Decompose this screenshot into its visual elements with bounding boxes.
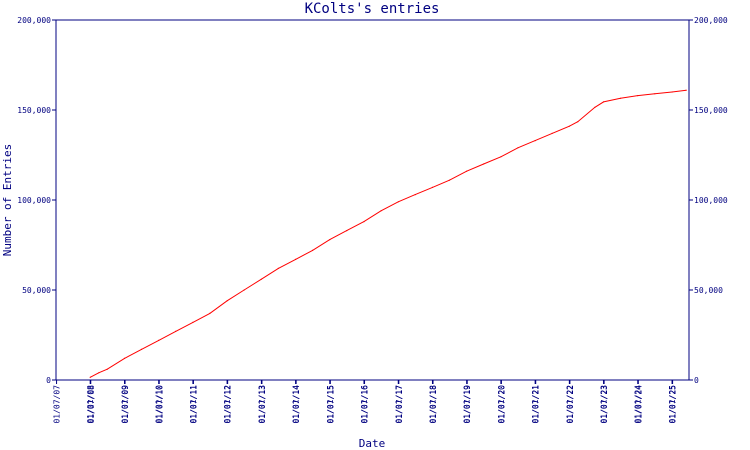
- data-point: [602, 101, 605, 103]
- x-tick-label: 01/01/18: [428, 385, 437, 424]
- x-tick-label: 01/07/22: [566, 385, 575, 424]
- data-point: [106, 368, 108, 370]
- y-tick-label-right: 0: [694, 376, 699, 385]
- data-point: [98, 372, 100, 374]
- x-tick-label: 01/01/20: [497, 385, 506, 424]
- x-tick-label: 01/07/25: [669, 385, 678, 424]
- chart-title: KColts's entries: [305, 1, 440, 17]
- data-point: [483, 163, 485, 165]
- y-tick-label-left: 200,000: [17, 16, 51, 25]
- data-point: [534, 140, 536, 142]
- data-point: [671, 91, 673, 93]
- x-tick-label: 01/07/16: [361, 385, 370, 424]
- x-tick-label: 01/01/13: [257, 385, 266, 424]
- y-tick-label-right: 200,000: [694, 16, 728, 25]
- x-tick-label: 01/01/17: [394, 385, 403, 424]
- y-tick-label-right: 150,000: [694, 106, 728, 115]
- x-tick-label: 01/07/07: [53, 385, 62, 424]
- plot-area-frame: [55, 19, 690, 381]
- data-point: [500, 156, 502, 158]
- data-point: [192, 321, 194, 323]
- y-tick-label-right: 50,000: [694, 286, 723, 295]
- data-point: [466, 170, 468, 172]
- x-tick-label: 01/01/23: [600, 385, 609, 424]
- y-tick-label-left: 0: [46, 376, 51, 385]
- x-tick-label: 01/01/08: [86, 385, 95, 424]
- data-point: [568, 125, 570, 127]
- data-point: [363, 221, 365, 223]
- x-tick-label: 01/01/22: [565, 385, 574, 424]
- x-tick-label: 01/01/21: [531, 385, 540, 424]
- data-point: [517, 147, 519, 149]
- data-point: [619, 97, 622, 99]
- data-point: [346, 230, 348, 232]
- x-tick-label: 01/07/19: [463, 385, 472, 424]
- y-tick-label-left: 50,000: [22, 286, 51, 295]
- x-tick-label: 01/01/12: [223, 385, 232, 424]
- data-point: [380, 210, 382, 212]
- data-point: [175, 330, 177, 332]
- x-tick-label: 01/01/14: [292, 385, 301, 424]
- y-axis-label: Number of Entries: [1, 144, 14, 257]
- x-tick-label: 01/07/18: [429, 385, 438, 424]
- x-tick-label: 01/07/09: [121, 385, 130, 424]
- data-point: [226, 300, 228, 302]
- y-tick-label-right: 100,000: [694, 196, 728, 205]
- x-tick-label: 01/07/11: [189, 385, 198, 424]
- y-tick-label-left: 100,000: [17, 196, 51, 205]
- data-point: [158, 339, 160, 341]
- data-point: [277, 267, 279, 269]
- x-tick-label: 01/01/09: [120, 385, 129, 424]
- x-tick-label: 01/01/24: [634, 385, 643, 424]
- data-point: [260, 278, 262, 280]
- data-point: [209, 312, 211, 314]
- x-tick-label: 01/07/23: [600, 385, 609, 424]
- x-tick-label: 01/07/12: [224, 385, 233, 424]
- data-point: [89, 376, 91, 378]
- data-point: [577, 121, 579, 123]
- x-tick-label: 01/07/15: [326, 385, 335, 424]
- data-point: [654, 93, 656, 95]
- data-point: [594, 106, 596, 108]
- data-point: [637, 95, 639, 97]
- x-tick-label: 01/07/17: [395, 385, 404, 424]
- data-point: [397, 201, 399, 203]
- data-point: [448, 179, 451, 181]
- x-tick-label: 01/07/08: [87, 385, 96, 424]
- data-point: [431, 186, 434, 188]
- data-point: [551, 132, 553, 134]
- x-tick-label: 01/07/21: [532, 385, 541, 424]
- x-tick-label: 01/01/16: [360, 385, 369, 424]
- x-tick-label: 01/01/19: [463, 385, 472, 424]
- data-point: [329, 239, 331, 241]
- x-tick-label: 01/01/25: [668, 385, 677, 424]
- x-tick-label: 01/01/15: [326, 385, 335, 424]
- data-point: [294, 258, 297, 260]
- x-tick-label: 01/01/10: [155, 385, 164, 424]
- data-point: [414, 194, 416, 196]
- data-point: [123, 357, 126, 359]
- x-tick-label: 01/01/11: [189, 385, 198, 424]
- data-point: [243, 289, 245, 291]
- data-point: [685, 89, 687, 91]
- x-tick-label: 01/07/10: [155, 385, 164, 424]
- data-point: [311, 249, 314, 251]
- x-axis-label: Date: [359, 437, 386, 450]
- data-point: [140, 348, 143, 350]
- x-tick-label: 01/07/14: [292, 385, 301, 424]
- x-tick-label: 01/07/13: [258, 385, 267, 424]
- x-tick-label: 01/07/24: [634, 385, 643, 424]
- y-axis-ticks: 0 0 50,000 50,000 100,000 100,000 150,000 150,0…: [17, 16, 728, 385]
- y-tick-label-left: 150,000: [17, 106, 51, 115]
- x-tick-label: 01/07/20: [497, 385, 506, 424]
- series-line: [89, 89, 687, 378]
- series-layer: [89, 89, 687, 378]
